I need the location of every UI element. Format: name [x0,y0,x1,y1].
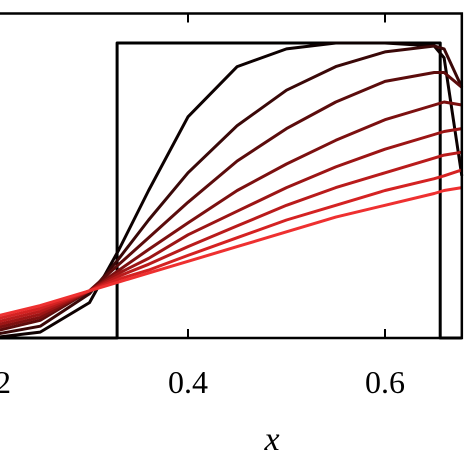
series-line [0,127,463,326]
x-tick-label: 0.2 [0,364,11,400]
series-line [0,186,463,317]
series-line [0,150,463,323]
series-line [0,168,463,320]
series-line [0,71,463,332]
x-tick-label: 0.4 [168,364,208,400]
x-axis-label: x [263,421,279,458]
series-line [0,41,462,340]
x-tick-label: 0.6 [365,364,405,400]
series-line [0,41,464,339]
plot-frame [0,12,464,340]
series-line [0,100,463,329]
series-line [0,44,464,335]
